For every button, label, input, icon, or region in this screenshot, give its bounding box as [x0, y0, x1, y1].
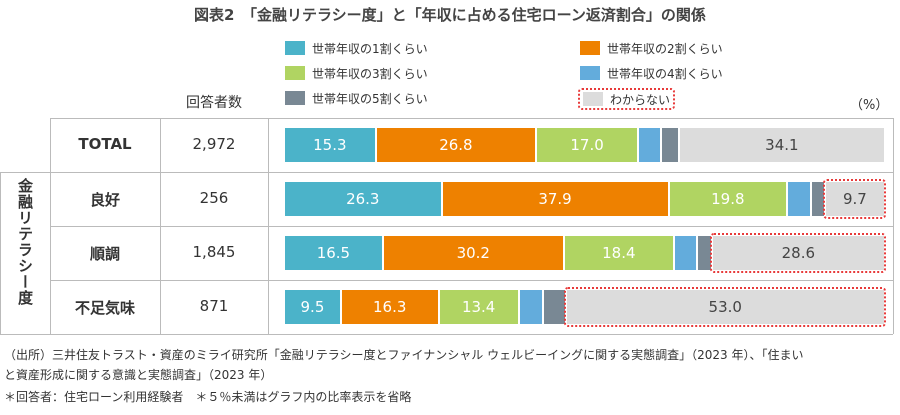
- legend-item: わからない: [578, 88, 676, 110]
- legend-label: 世帯年収の4割くらい: [607, 66, 723, 81]
- legend-item: 世帯年収の1割くらい: [285, 40, 428, 56]
- bar-segment: 19.8: [669, 182, 789, 216]
- count-header: 回答者数: [186, 95, 242, 111]
- bar-segment: 16.3: [341, 290, 440, 324]
- table-border: [50, 280, 893, 281]
- source-note: （出所）三井住友トラスト・資産のミライ研究所「金融リテラシー度とファイナンシャル…: [4, 348, 804, 362]
- table-border: [50, 118, 893, 119]
- bar-segment: 34.1: [679, 128, 884, 162]
- bar-segment: [674, 236, 699, 270]
- bar-segment: 28.6: [712, 236, 884, 270]
- bar-segment: 18.4: [564, 236, 675, 270]
- legend-label: 世帯年収の1割くらい: [312, 41, 428, 56]
- table-border: [50, 226, 893, 227]
- table-border: [0, 334, 893, 335]
- bar-segment: [543, 290, 567, 324]
- bar-segment: [661, 128, 680, 162]
- table-border: [893, 118, 894, 334]
- legend-item: 世帯年収の5割くらい: [285, 90, 428, 106]
- source-note-cont: と資産形成に関する意識と実態調査」（2023 年）: [4, 368, 273, 382]
- table-border: [0, 172, 893, 173]
- bar-segment: [788, 182, 812, 216]
- highlight-outline: [563, 287, 886, 327]
- legend-label: 世帯年収の2割くらい: [607, 41, 723, 56]
- unit-label: （%）: [850, 98, 889, 113]
- legend-swatch: [285, 41, 305, 55]
- bar-segment: 26.3: [285, 182, 443, 216]
- row-label: 順調: [89, 245, 120, 263]
- legend-item: 世帯年収の2割くらい: [580, 40, 723, 56]
- legend-swatch: [285, 91, 305, 105]
- legend-label: 世帯年収の3割くらい: [312, 66, 428, 81]
- bar-segment: 37.9: [442, 182, 670, 216]
- highlight-outline: [822, 179, 886, 219]
- row-count: 256: [199, 189, 229, 207]
- legend-label: わからない: [610, 92, 671, 107]
- group-label: 金融リテラシー度: [16, 178, 34, 306]
- bar-segment: [519, 290, 544, 324]
- highlight-outline: [709, 233, 886, 273]
- legend-swatch: [583, 92, 603, 106]
- row-count: 2,972: [192, 135, 236, 153]
- bar-segment: [639, 128, 662, 162]
- legend-swatch: [580, 41, 600, 55]
- respondent-note: ＊回答者：住宅ローン利用経験者 ＊５％未満はグラフ内の比率表示を省略: [4, 390, 412, 404]
- legend-item: 世帯年収の4割くらい: [580, 65, 723, 81]
- table-border: [268, 118, 269, 334]
- bar-segment: 26.8: [376, 128, 538, 162]
- bar-segment: 9.5: [285, 290, 342, 324]
- row-count: 871: [199, 297, 229, 315]
- legend-swatch: [285, 66, 305, 80]
- bar-segment: 13.4: [439, 290, 520, 324]
- table-border: [160, 118, 161, 334]
- bar-segment: 15.3: [285, 128, 377, 162]
- legend-label: 世帯年収の5割くらい: [312, 91, 428, 106]
- row-label: TOTAL: [78, 135, 132, 153]
- row-label: 良好: [89, 191, 120, 209]
- row-count: 1,845: [192, 243, 236, 261]
- row-label: 不足気味: [74, 299, 135, 317]
- table-border: [0, 172, 1, 334]
- chart-title: 図表2 「金融リテラシー度」と「年収に占める住宅ローン返済割合」の関係: [194, 6, 706, 24]
- bar-segment: 17.0: [537, 128, 639, 162]
- table-border: [50, 118, 51, 334]
- bar-segment: 9.7: [825, 182, 884, 216]
- bar-segment: 30.2: [383, 236, 565, 270]
- legend-item: 世帯年収の3割くらい: [285, 65, 428, 81]
- bar-segment: 16.5: [285, 236, 384, 270]
- legend-swatch: [580, 66, 600, 80]
- bar-segment: 53.0: [566, 290, 884, 324]
